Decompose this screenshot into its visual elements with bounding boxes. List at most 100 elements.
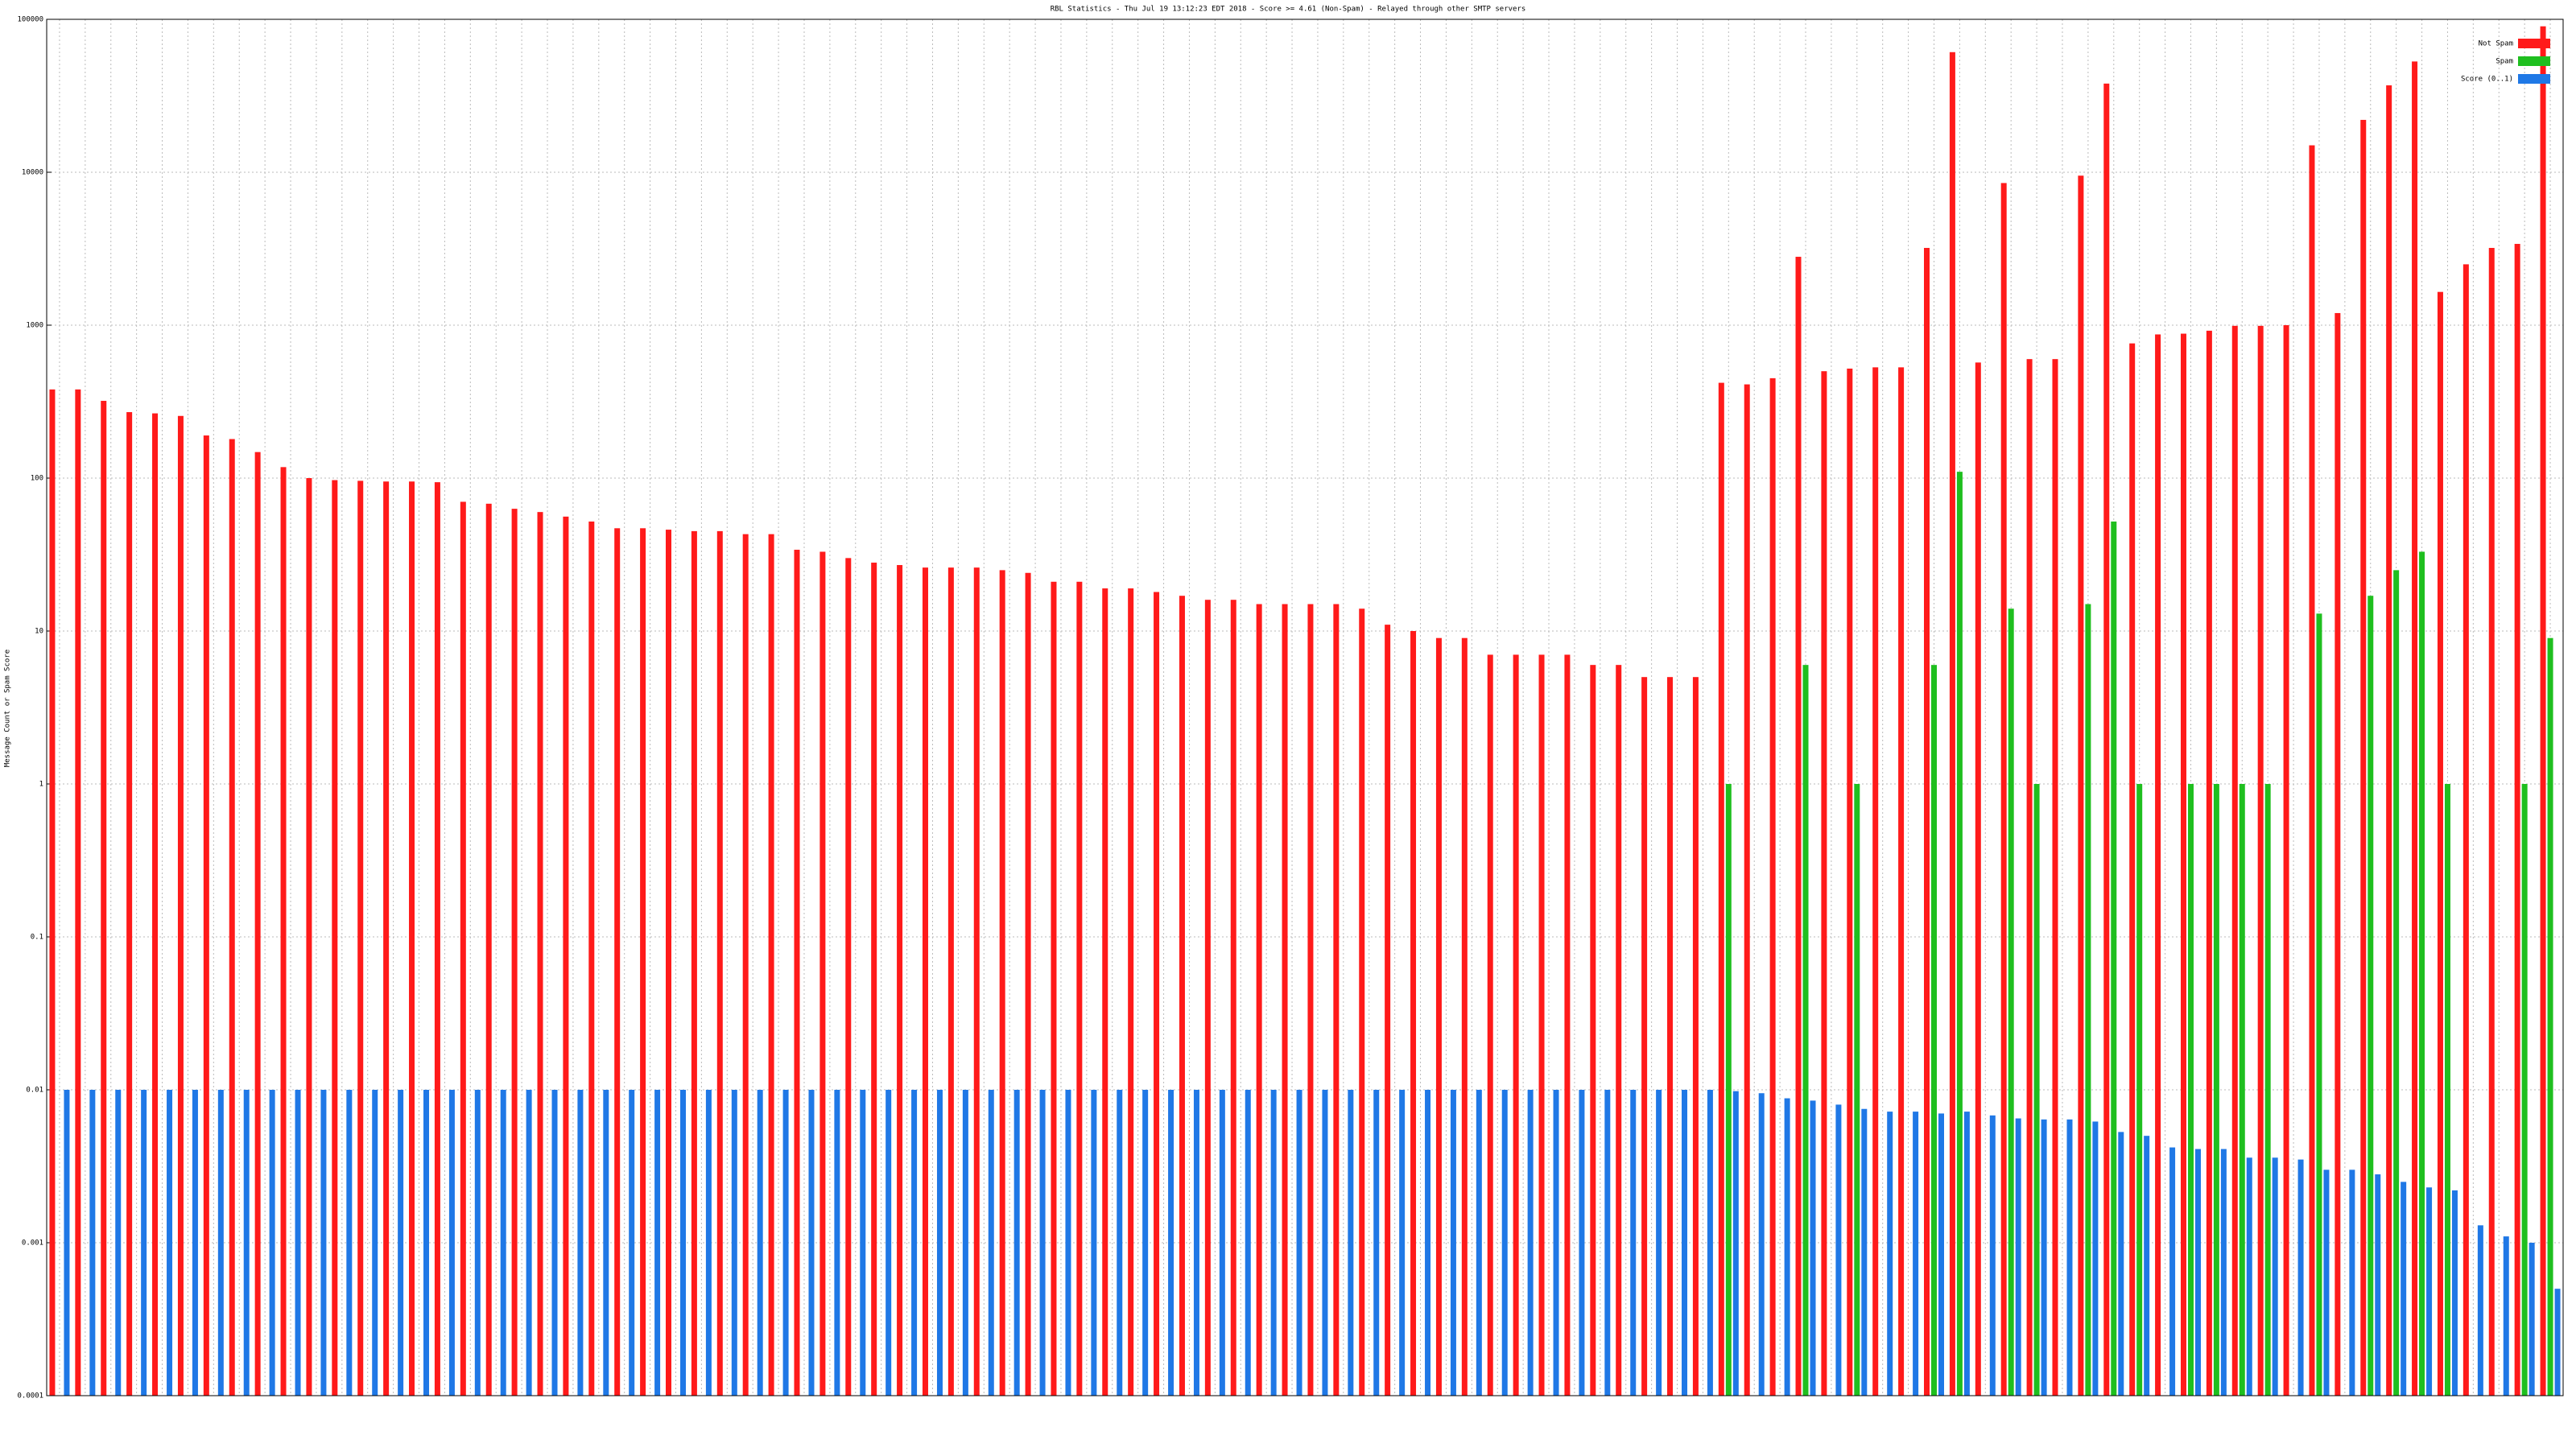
bar — [1230, 600, 1236, 1396]
bar — [1835, 1104, 1842, 1396]
bar — [2144, 1136, 2150, 1396]
bar — [1692, 677, 1699, 1396]
bar — [2529, 1243, 2535, 1396]
bar — [1924, 248, 1930, 1396]
bar — [474, 1090, 481, 1396]
bar — [1527, 1090, 1534, 1396]
bar — [988, 1090, 994, 1396]
bar — [2194, 1149, 2201, 1396]
legend-swatch — [2518, 39, 2550, 48]
bar — [2103, 83, 2110, 1396]
bar — [1450, 1090, 1456, 1396]
bar — [794, 550, 800, 1396]
bar — [2334, 312, 2341, 1396]
bar — [1898, 367, 1905, 1396]
bar — [1931, 665, 1937, 1396]
plot-frame — [46, 19, 2564, 1396]
bar — [2375, 1174, 2381, 1396]
bar — [922, 567, 928, 1396]
bar — [2477, 1225, 2483, 1396]
bar — [1399, 1090, 1406, 1396]
bar — [49, 389, 56, 1396]
bar — [629, 1090, 635, 1396]
bar — [75, 389, 81, 1396]
bar — [2118, 1132, 2124, 1396]
bar — [1435, 637, 1442, 1396]
bar — [1769, 377, 1776, 1396]
bar — [398, 1090, 404, 1396]
bar — [588, 521, 595, 1396]
bar — [409, 481, 415, 1396]
bar — [1102, 588, 1108, 1396]
bar — [2026, 359, 2033, 1396]
bar — [1256, 604, 1262, 1396]
bar — [1219, 1090, 1225, 1396]
bar — [2547, 637, 2553, 1396]
bar — [2180, 333, 2186, 1396]
bar — [2444, 784, 2450, 1396]
bar — [2213, 784, 2219, 1396]
bar — [999, 570, 1005, 1396]
bar — [577, 1090, 584, 1396]
bar — [2349, 1169, 2355, 1396]
bar — [320, 1090, 327, 1396]
bar — [2129, 343, 2136, 1396]
bar — [654, 1090, 661, 1396]
bar — [2426, 1187, 2433, 1396]
chart-title: RBL Statistics - Thu Jul 19 13:12:23 EDT… — [1051, 6, 1526, 14]
bar — [2521, 784, 2528, 1396]
bar — [372, 1090, 378, 1396]
bar — [460, 501, 466, 1396]
bar — [2462, 264, 2469, 1396]
y-tick-label: 0.0001 — [17, 1392, 43, 1400]
bar — [2451, 1190, 2458, 1396]
bar — [500, 1090, 506, 1396]
bar — [2386, 85, 2392, 1396]
y-tick-label: 10000 — [22, 169, 43, 177]
bar — [1810, 1100, 1816, 1396]
bar — [1373, 1090, 1380, 1396]
bar — [101, 401, 107, 1396]
bar — [1348, 1090, 1354, 1396]
bar — [2092, 1121, 2099, 1396]
bar — [1656, 1090, 1662, 1396]
bar — [742, 534, 749, 1396]
bar — [217, 1090, 224, 1396]
bar — [1847, 368, 1853, 1396]
bar — [254, 452, 261, 1396]
bar — [947, 567, 954, 1396]
bar — [269, 1090, 275, 1396]
bar — [1975, 362, 1981, 1396]
bar — [1707, 1090, 1713, 1396]
bar — [911, 1090, 918, 1396]
bar — [485, 503, 492, 1396]
bar — [152, 413, 159, 1396]
bar — [306, 478, 312, 1396]
bar — [2000, 183, 2007, 1396]
bar — [680, 1090, 686, 1396]
bar — [1956, 472, 1963, 1396]
bar — [731, 1090, 737, 1396]
bar — [1296, 1090, 1302, 1396]
bar — [782, 1090, 789, 1396]
bar — [167, 1090, 173, 1396]
bar — [1758, 1093, 1765, 1396]
bar — [2323, 1169, 2330, 1396]
bar — [1938, 1113, 1944, 1396]
bar — [1322, 1090, 1328, 1396]
bar — [1282, 604, 1288, 1396]
bar — [1784, 1098, 1790, 1396]
bar — [1887, 1112, 1893, 1396]
bar — [1245, 1090, 1251, 1396]
bar — [537, 512, 543, 1396]
bar — [383, 481, 390, 1396]
bar — [2257, 325, 2264, 1396]
bar — [2206, 330, 2212, 1396]
bar — [2316, 613, 2322, 1396]
y-tick-label: 100 — [31, 475, 43, 483]
bar — [1270, 1090, 1277, 1396]
bar — [1425, 1090, 1431, 1396]
bar — [332, 480, 338, 1396]
bar — [1025, 572, 1031, 1396]
bar — [1476, 1090, 1482, 1396]
